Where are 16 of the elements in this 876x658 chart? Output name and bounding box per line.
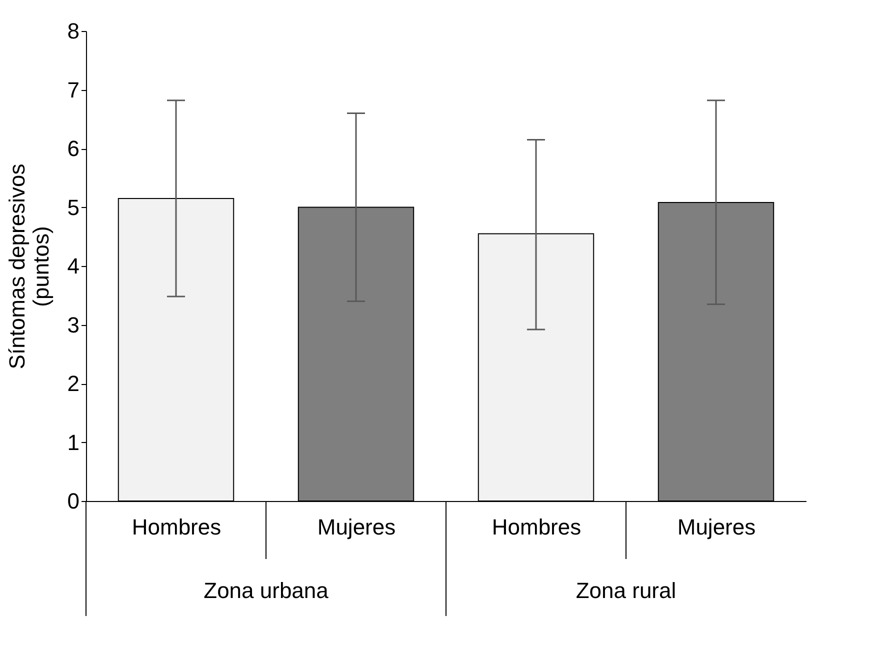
x-tick-label: Hombres xyxy=(132,514,222,540)
x-tick-label: Hombres xyxy=(492,514,582,540)
y-axis-title: Síntomas depresivos (puntos) xyxy=(4,164,54,370)
text: Zona rural xyxy=(576,578,676,603)
y-tick-label: 7 xyxy=(67,77,80,102)
x-tick-label: Mujeres xyxy=(677,514,756,540)
y-tick-label: 8 xyxy=(67,18,80,44)
y-tick-label: 3 xyxy=(67,312,80,338)
y-tick-label: 4 xyxy=(67,254,80,278)
text: Zona urbana xyxy=(204,578,330,603)
y-tick-label: 5 xyxy=(67,194,80,220)
y-tick-label: 0 xyxy=(67,488,80,514)
y-tick-label: 6 xyxy=(67,136,80,161)
y-tick-label: 1 xyxy=(67,430,80,455)
x-tick-label: Mujeres xyxy=(317,514,396,540)
y-tick-label: 2 xyxy=(67,371,80,396)
